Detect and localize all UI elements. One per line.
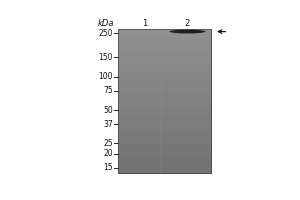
Bar	[118, 72, 211, 80]
Bar	[118, 51, 211, 58]
Text: 150: 150	[99, 53, 113, 62]
Text: 15: 15	[103, 163, 113, 172]
Bar	[118, 29, 211, 173]
Bar	[118, 29, 211, 37]
Bar	[118, 130, 211, 137]
Text: 25: 25	[103, 139, 113, 148]
Text: 75: 75	[103, 86, 113, 95]
Bar	[118, 80, 211, 87]
Bar	[118, 137, 211, 144]
Text: 50: 50	[103, 106, 113, 115]
Text: 100: 100	[99, 72, 113, 81]
Bar	[118, 101, 211, 108]
Text: kDa: kDa	[98, 19, 114, 28]
Bar	[118, 29, 211, 173]
Text: 250: 250	[99, 29, 113, 38]
Bar	[118, 122, 211, 130]
Bar	[118, 151, 211, 158]
Bar	[118, 144, 211, 151]
Bar	[118, 108, 211, 115]
Text: 2: 2	[185, 19, 190, 28]
Text: 37: 37	[103, 120, 113, 129]
Text: 1: 1	[142, 19, 147, 28]
Bar	[118, 94, 211, 101]
Bar	[118, 37, 211, 44]
Ellipse shape	[169, 30, 206, 33]
Text: 20: 20	[103, 149, 113, 158]
Bar	[118, 158, 211, 165]
Bar	[118, 58, 211, 65]
Bar	[118, 44, 211, 51]
Bar	[118, 65, 211, 72]
Bar	[118, 87, 211, 94]
Bar	[118, 165, 211, 173]
Bar	[118, 115, 211, 122]
